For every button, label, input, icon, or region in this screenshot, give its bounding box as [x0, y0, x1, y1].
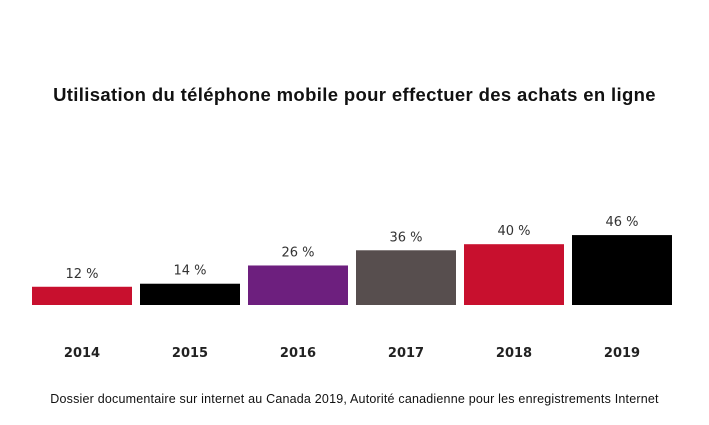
- category-label-2019: 2019: [604, 346, 640, 361]
- value-label-2014: 12 %: [65, 267, 98, 282]
- bar-2015: [140, 283, 240, 305]
- category-label-2018: 2018: [496, 346, 532, 361]
- category-label-2015: 2015: [172, 346, 208, 361]
- bar-2017: [356, 250, 456, 305]
- value-label-2017: 36 %: [389, 230, 422, 245]
- value-label-2015: 14 %: [173, 264, 206, 279]
- bar-2016: [248, 265, 348, 305]
- value-label-2018: 40 %: [497, 224, 530, 239]
- value-label-2019: 46 %: [605, 215, 638, 230]
- chart-title: Utilisation du téléphone mobile pour eff…: [53, 84, 656, 105]
- value-labels-group: 12 % 14 % 26 % 36 % 40 % 46 %: [65, 215, 638, 282]
- category-label-2016: 2016: [280, 346, 316, 361]
- bar-2018: [464, 244, 564, 305]
- bar-2019: [572, 235, 672, 305]
- source-note: Dossier documentaire sur internet au Can…: [50, 392, 659, 406]
- value-label-2016: 26 %: [281, 245, 314, 260]
- category-label-2014: 2014: [64, 346, 100, 361]
- bar-chart: 12 % 14 %26 %36 % 40 %46 % 2014 2015 2016 201…: [32, 215, 672, 361]
- bars-group: [32, 235, 672, 305]
- bar-2014: [32, 286, 132, 305]
- category-labels-group: 2014 2015 2016 2017 2018 2019: [64, 346, 640, 361]
- category-label-2017: 2017: [388, 346, 424, 361]
